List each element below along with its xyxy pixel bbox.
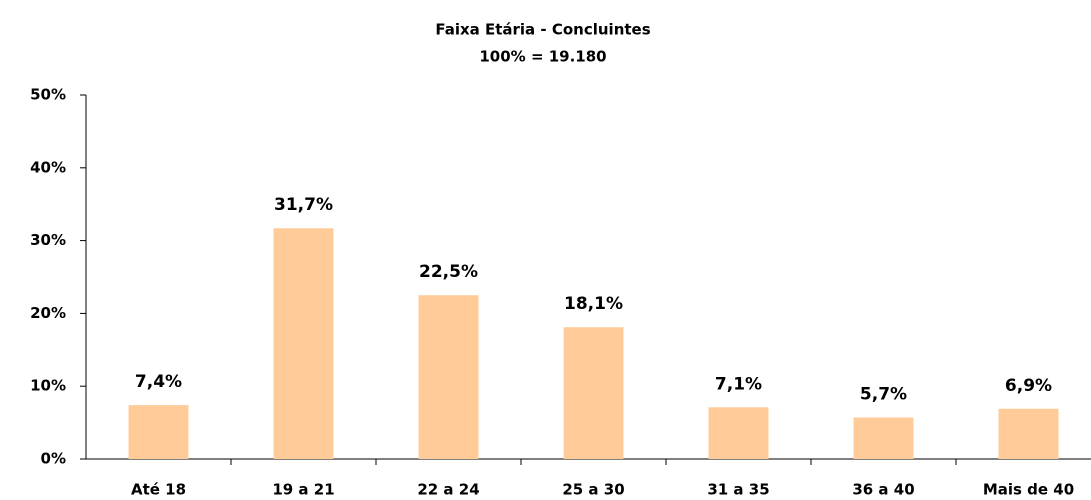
y-tick-label: 40% [30,158,66,176]
bar [273,228,334,459]
x-tick-label: Até 18 [131,481,186,499]
bar [998,408,1059,459]
y-tick-label: 10% [30,377,66,395]
chart-title: Faixa Etária - Concluintes [435,21,650,39]
x-tick-label: 25 a 30 [562,481,624,499]
data-label: 6,9% [1005,376,1052,396]
x-tick-label: 19 a 21 [272,481,334,499]
x-tick-label: Mais de 40 [983,481,1074,499]
data-label: 22,5% [419,262,478,282]
bar [418,295,479,459]
data-label: 31,7% [274,195,333,215]
chart-subtitle: 100% = 19.180 [479,48,606,66]
bar [128,405,189,459]
bar [853,417,914,459]
bar [708,407,769,459]
x-tick-label: 22 a 24 [417,481,479,499]
x-tick-label: 36 a 40 [852,481,914,499]
data-label: 18,1% [564,294,623,314]
data-label: 7,1% [715,374,762,394]
data-label: 7,4% [135,372,182,392]
y-tick-label: 0% [41,450,66,468]
x-tick-label: 31 a 35 [707,481,769,499]
y-tick-label: 50% [30,86,66,104]
bar [563,327,624,459]
y-tick-label: 20% [30,304,66,322]
y-tick-label: 30% [30,231,66,249]
data-label: 5,7% [860,385,907,405]
